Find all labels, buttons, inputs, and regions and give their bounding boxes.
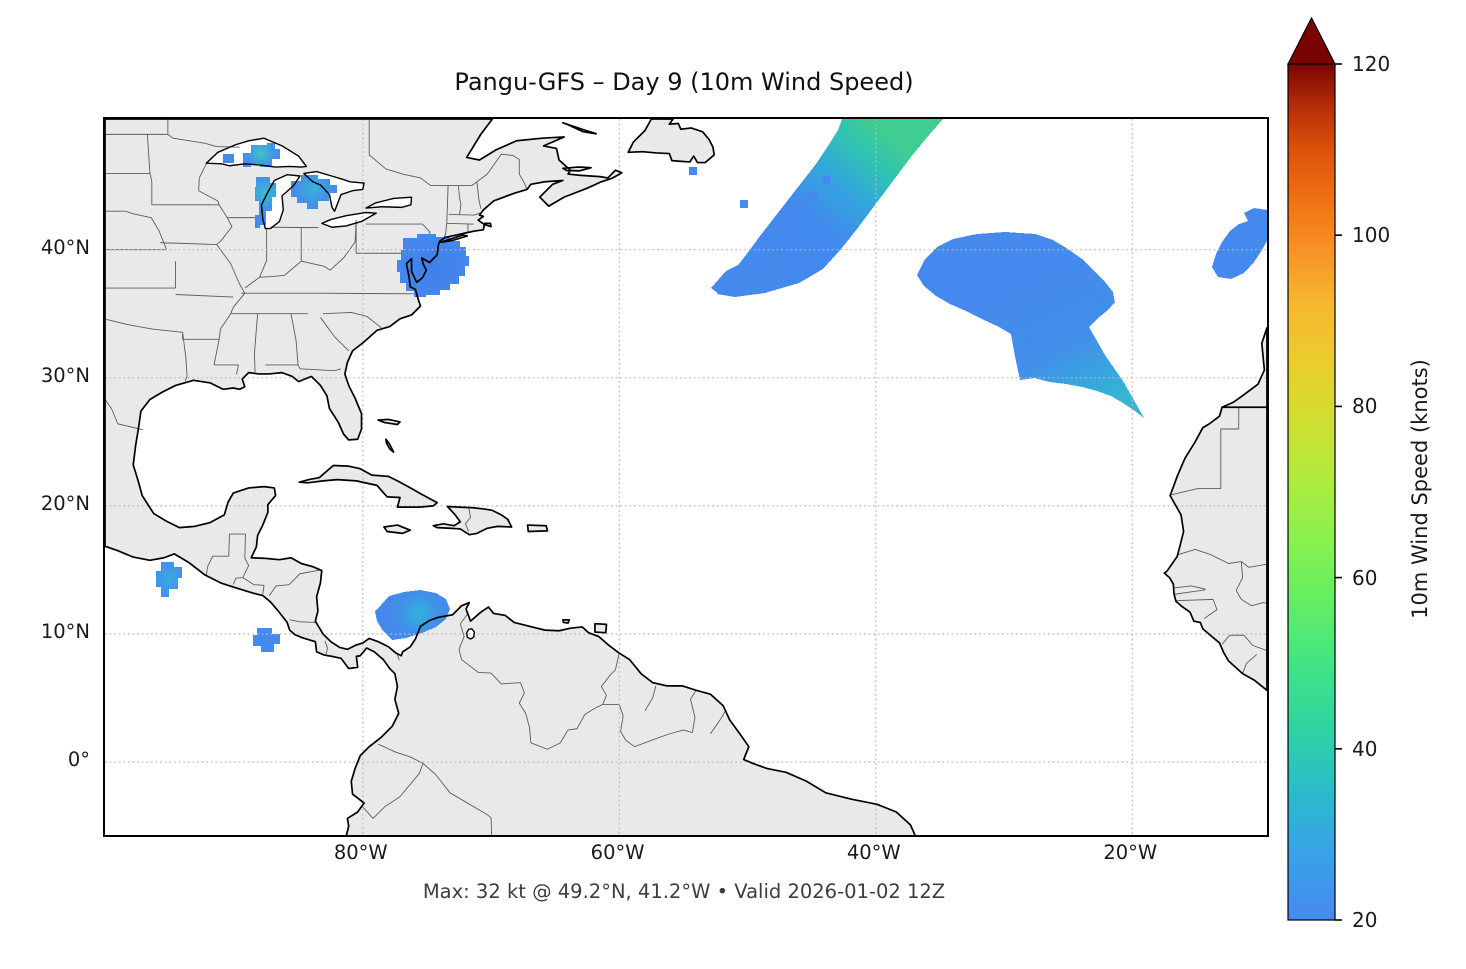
page-title: Pangu-GFS – Day 9 (10m Wind Speed) [454, 68, 914, 96]
colorbar-ticks [1335, 63, 1342, 921]
wind-patch-atlantic-band [717, 119, 943, 297]
wind-patch-central-atlantic [917, 232, 1144, 418]
colorbar-extend-arrow [1287, 16, 1336, 65]
caption: Max: 32 kt @ 49.2°N, 41.2°W • Valid 2026… [422, 880, 946, 903]
wind-patch-lake-michigan [255, 177, 276, 228]
wind-speck-2 [822, 176, 830, 184]
africa-borders [1171, 408, 1267, 674]
wind-patch-tehuantepec [156, 562, 182, 597]
colorbar-gradient-bar [1287, 63, 1336, 921]
cb-tick-40: 40 [1352, 737, 1378, 761]
wind-speck-3 [740, 200, 748, 208]
lon-tick-40w: 40°W [846, 841, 901, 864]
colorbar-axis-label: 10m Wind Speed (knots) [1408, 359, 1432, 619]
central-america-borders [105, 400, 471, 661]
wind-speck-1 [808, 192, 817, 201]
map-svg [105, 119, 1267, 835]
colorbar [1287, 16, 1342, 921]
wind-patch-band-fragment-1 [711, 255, 766, 294]
wind-patch-superior-west-speck [223, 154, 234, 163]
lat-tick-30n: 30°N [40, 363, 90, 387]
cb-tick-100: 100 [1352, 223, 1391, 247]
wind-patch-band-fragment-2 [772, 209, 805, 250]
lat-tick-10n: 10°N [40, 620, 90, 643]
lat-tick-40n: 40°N [40, 235, 90, 259]
cb-tick-20: 20 [1352, 908, 1378, 932]
cb-tick-60: 60 [1352, 566, 1378, 590]
lat-tick-20n: 20°N [40, 491, 90, 515]
wind-speck-4 [689, 167, 697, 175]
gridlines [105, 119, 1267, 835]
lon-tick-60w: 60°W [590, 841, 645, 864]
wind-patch-east-coast [397, 234, 469, 297]
wind-patch-right-edge [1212, 208, 1267, 279]
south-america-borders [362, 613, 726, 835]
wind-patch-lake-huron [291, 175, 337, 209]
wind-patch-lake-superior [243, 143, 280, 167]
cb-tick-80: 80 [1352, 394, 1378, 418]
map-axes [103, 117, 1269, 837]
cb-tick-120: 120 [1352, 52, 1391, 76]
wind-patch-colombia [375, 590, 450, 640]
lon-tick-20w: 20°W [1103, 841, 1158, 864]
wind-patch-papagayo [253, 628, 280, 652]
land-layer [105, 119, 1267, 835]
lat-tick-0: 0° [67, 748, 90, 772]
lon-tick-80w: 80°W [333, 841, 388, 864]
